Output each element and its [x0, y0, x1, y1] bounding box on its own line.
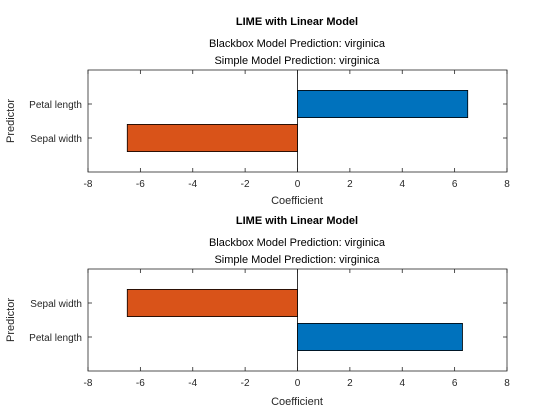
x-tick-label: 8 — [504, 179, 510, 190]
bar-sepal-width — [126, 288, 298, 317]
chart-1-title: LIME with Linear Model — [236, 16, 358, 28]
x-tick-label: 6 — [452, 378, 458, 389]
bar-petal-length — [297, 322, 463, 351]
bar-petal-length — [297, 90, 469, 119]
chart-2-bars — [126, 288, 463, 351]
x-tick-label: -2 — [241, 179, 250, 190]
x-tick-label: 2 — [347, 179, 353, 190]
chart-1-x-axis-label: Coefficient — [271, 195, 323, 207]
x-tick-label: -8 — [84, 179, 93, 190]
y-category-label: Petal length — [29, 333, 82, 344]
x-tick-label: 6 — [452, 179, 458, 190]
chart-1-y-axis-label: Predictor — [5, 99, 17, 143]
chart-2-title: LIME with Linear Model — [236, 215, 358, 227]
chart-2: LIME with Linear Model Blackbox Model Pr… — [5, 215, 510, 408]
chart-2-x-ticks: -8 -6 -4 -2 0 2 4 6 8 — [84, 269, 510, 389]
y-category-label: Sepal width — [30, 134, 82, 145]
x-tick-label: 8 — [504, 378, 510, 389]
y-category-label: Sepal width — [30, 299, 82, 310]
chart-2-y-axis-label: Predictor — [5, 298, 17, 342]
x-tick-label: 0 — [295, 179, 301, 190]
chart-1-subtitle-line-1: Blackbox Model Prediction: virginica — [209, 38, 386, 50]
x-tick-label: -6 — [136, 378, 145, 389]
chart-1: LIME with Linear Model Blackbox Model Pr… — [5, 16, 510, 207]
x-tick-label: 2 — [347, 378, 353, 389]
chart-1-subtitle-line-2: Simple Model Prediction: virginica — [214, 55, 380, 67]
x-tick-label: -8 — [84, 378, 93, 389]
x-tick-label: 4 — [399, 179, 405, 190]
x-tick-label: 4 — [399, 378, 405, 389]
chart-1-x-ticks: -8 -6 -4 -2 0 2 4 6 8 — [84, 70, 510, 190]
x-tick-label: -4 — [188, 378, 197, 389]
bar-sepal-width — [126, 124, 298, 153]
x-tick-label: -4 — [188, 179, 197, 190]
chart-2-subtitle-line-1: Blackbox Model Prediction: virginica — [209, 237, 386, 249]
x-tick-label: 0 — [295, 378, 301, 389]
chart-2-y-categories: Sepal width Petal length — [29, 299, 507, 344]
x-tick-label: -2 — [241, 378, 250, 389]
chart-1-bars — [126, 90, 469, 153]
chart-2-x-axis-label: Coefficient — [271, 396, 323, 408]
chart-1-y-categories: Petal length Sepal width — [29, 100, 507, 145]
y-category-label: Petal length — [29, 100, 82, 111]
chart-2-subtitle-line-2: Simple Model Prediction: virginica — [214, 254, 380, 266]
x-tick-label: -6 — [136, 179, 145, 190]
